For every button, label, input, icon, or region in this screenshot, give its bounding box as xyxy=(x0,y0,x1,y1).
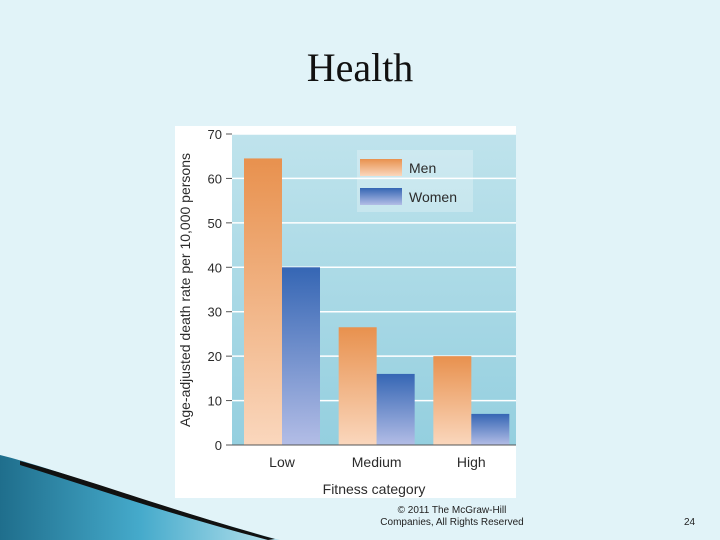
y-tick-label: 0 xyxy=(215,438,222,453)
bar-men xyxy=(244,158,282,445)
y-tick-label: 70 xyxy=(208,127,222,142)
y-tick-label: 50 xyxy=(208,216,222,231)
x-tick-label: High xyxy=(457,454,486,470)
y-tick-label: 20 xyxy=(208,349,222,364)
slide-title: Health xyxy=(306,45,414,90)
bar-chart: 0 10 20 30 40 50 60 70 Low Medium High Men Women A… xyxy=(177,127,516,497)
x-axis-title: Fitness category xyxy=(323,481,426,497)
x-tick-label: Medium xyxy=(352,454,402,470)
bar-men xyxy=(433,356,472,445)
bar-women xyxy=(471,413,510,445)
copyright-line-1: © 2011 The McGraw-Hill xyxy=(397,505,507,516)
chart-frame: 0 10 20 30 40 50 60 70 Low Medium High Men Women A… xyxy=(175,126,516,498)
page-number: 24 xyxy=(684,517,696,528)
legend-swatch-men xyxy=(360,159,402,176)
legend-label-women: Women xyxy=(409,189,457,205)
copyright-notice: © 2011 The McGraw-Hill Companies, All Ri… xyxy=(352,505,552,529)
copyright-line-2: Companies, All Rights Reserved xyxy=(380,517,524,528)
bar-men xyxy=(338,327,377,445)
legend-swatch-women xyxy=(360,188,402,205)
bar-women xyxy=(376,373,415,445)
legend-label-men: Men xyxy=(409,160,436,176)
legend: Men Women xyxy=(357,150,473,212)
x-tick-labels: Low Medium High xyxy=(269,454,486,470)
y-tick-label: 40 xyxy=(208,260,222,275)
bars xyxy=(244,158,510,445)
corner-swoosh-decoration xyxy=(0,455,280,540)
y-tick-label: 60 xyxy=(208,171,222,186)
y-tick-label: 30 xyxy=(208,305,222,320)
y-tick-labels: 0 10 20 30 40 50 60 70 xyxy=(208,127,232,453)
y-tick-label: 10 xyxy=(208,394,222,409)
y-axis-title: Age-adjusted death rate per 10,000 perso… xyxy=(177,153,193,427)
x-tick-label: Low xyxy=(269,454,296,470)
bar-women xyxy=(282,267,320,445)
